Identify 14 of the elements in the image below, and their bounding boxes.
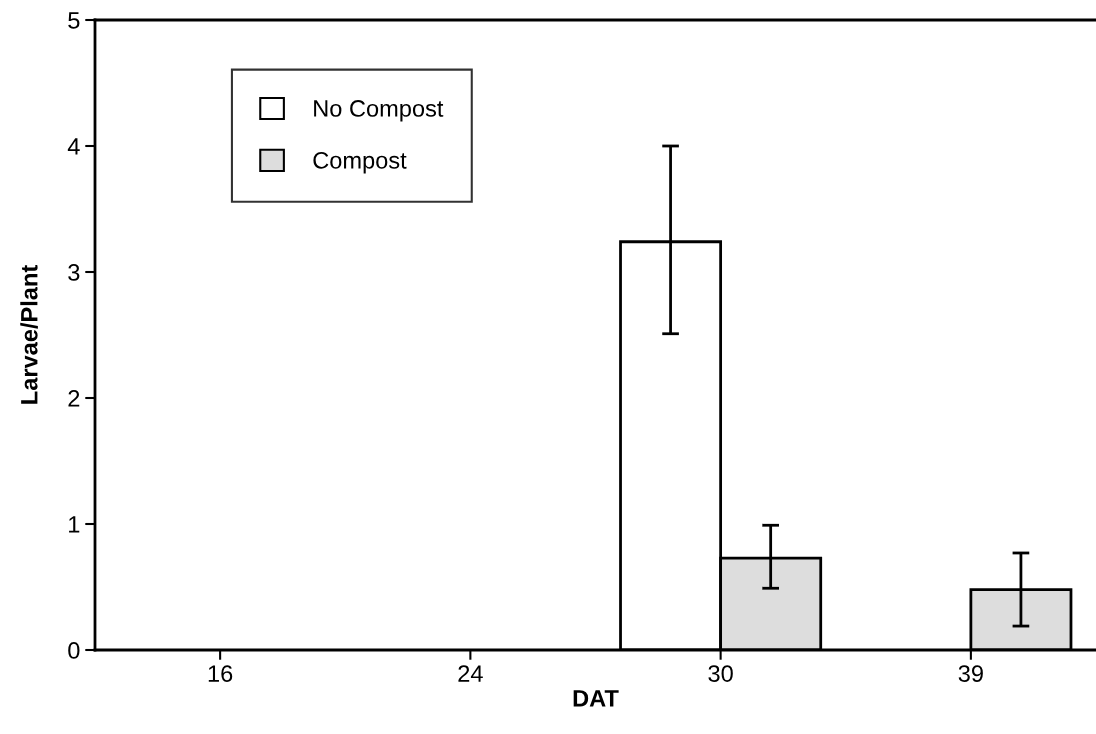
y-tick-label: 5	[68, 12, 80, 29]
y-tick-label: 1	[69, 516, 80, 533]
y-tick-label: 2	[68, 390, 80, 407]
legend-label: Compost	[313, 151, 407, 174]
y-tick-label: 3	[68, 264, 80, 281]
x-tick-label: 39	[958, 665, 983, 682]
x-tick-label: 30	[708, 665, 733, 682]
y-tick-label: 0	[68, 642, 80, 659]
legend-label: No Compost	[314, 100, 444, 122]
y-axis-title: Larvae/Plant	[20, 265, 38, 404]
y-tick-label: 4	[67, 138, 80, 155]
x-tick-label: 16	[208, 665, 233, 682]
x-tick-label: 24	[458, 665, 483, 682]
x-axis-title: DAT	[573, 690, 619, 707]
